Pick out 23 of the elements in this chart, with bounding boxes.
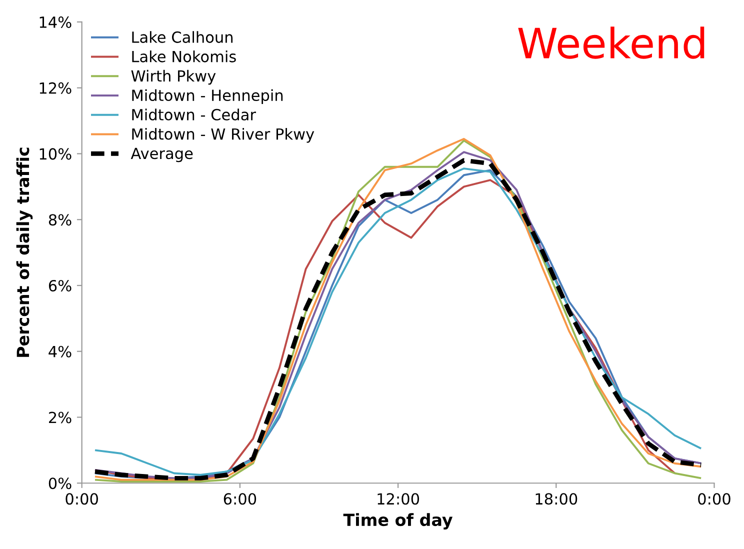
x-tick-label: 12:00 xyxy=(378,493,420,505)
legend-label: Midtown - Hennepin xyxy=(132,89,283,104)
y-axis-title: Percent of daily traffic xyxy=(16,148,33,357)
x-axis-title: Time of day xyxy=(343,513,453,530)
legend-label: Average xyxy=(130,148,193,162)
y-tick-label: 10% xyxy=(40,148,72,160)
y-tick-label: 4% xyxy=(48,346,72,358)
legend-label: Lake Calhoun xyxy=(132,31,233,43)
x-tick-label: 18:00 xyxy=(536,493,578,505)
y-tick-label: 0% xyxy=(48,478,72,490)
chart-title: Weekend xyxy=(518,26,704,59)
y-tick-label: 14% xyxy=(40,16,72,28)
y-tick-label: 12% xyxy=(40,82,72,94)
x-tick-label: 0:00 xyxy=(698,493,730,505)
x-tick-label: 6:00 xyxy=(224,493,256,505)
x-tick-label: 0:00 xyxy=(66,493,98,505)
legend-label: Lake Nokomis xyxy=(132,50,236,62)
y-tick-label: 2% xyxy=(49,412,72,424)
legend-label: Wirth Pkwy xyxy=(131,70,216,85)
y-tick-label: 8% xyxy=(48,214,72,226)
y-tick-label: 6% xyxy=(48,280,72,292)
legend-label: Midtown - Cedar xyxy=(132,108,256,120)
legend-label: Midtown - W River Pkwy xyxy=(132,128,314,143)
